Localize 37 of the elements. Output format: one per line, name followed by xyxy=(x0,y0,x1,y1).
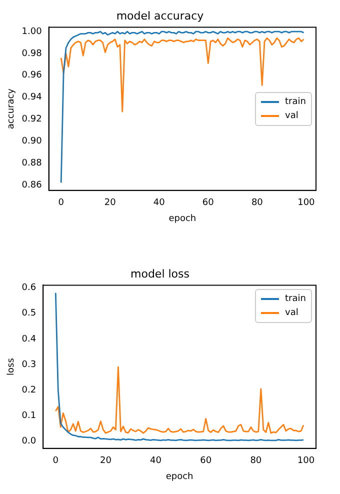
x-axis-title: epoch xyxy=(166,472,194,482)
x-tick-label: 60 xyxy=(202,198,214,208)
y-tick-label: 0.5 xyxy=(22,308,36,319)
y-tick-label: 0.88 xyxy=(22,158,42,168)
y-tick-label: 0.1 xyxy=(22,411,36,421)
legend-label: train xyxy=(285,294,306,304)
x-tick-label: 60 xyxy=(200,456,212,466)
y-tick-label: 0.86 xyxy=(22,180,42,190)
legend-label: val xyxy=(285,308,298,318)
y-tick-label: 1.00 xyxy=(22,26,42,37)
x-tick-label: 80 xyxy=(250,456,262,466)
x-axis-title: epoch xyxy=(168,214,196,224)
x-tick-label: 0 xyxy=(58,198,64,208)
y-tick-label: 0.6 xyxy=(22,283,36,294)
x-tick-label: 100 xyxy=(298,198,316,208)
x-tick-label: 0 xyxy=(52,456,59,466)
y-axis-title: accuracy xyxy=(6,88,17,130)
x-tick-label: 40 xyxy=(153,198,166,208)
chart-title: model loss xyxy=(130,267,190,280)
x-tick-label: 80 xyxy=(251,198,264,208)
y-tick-label: 0.90 xyxy=(22,136,42,146)
x-tick-label: 100 xyxy=(297,456,315,466)
legend-label: train xyxy=(285,96,306,107)
y-tick-label: 0.94 xyxy=(22,92,42,103)
y-tick-label: 0.3 xyxy=(22,360,36,370)
x-tick-label: 20 xyxy=(104,198,116,208)
x-tick-label: 40 xyxy=(150,456,162,466)
y-tick-label: 0.2 xyxy=(22,385,36,396)
chart-title: model accuracy xyxy=(116,9,204,22)
legend-label: val xyxy=(285,110,298,121)
y-tick-label: 0.0 xyxy=(22,436,36,447)
y-axis-title: loss xyxy=(6,358,17,376)
y-tick-label: 0.4 xyxy=(22,334,36,344)
y-tick-label: 0.96 xyxy=(22,70,42,81)
y-tick-label: 0.92 xyxy=(22,114,42,125)
y-tick-label: 0.98 xyxy=(22,48,42,59)
x-tick-label: 20 xyxy=(100,456,112,466)
